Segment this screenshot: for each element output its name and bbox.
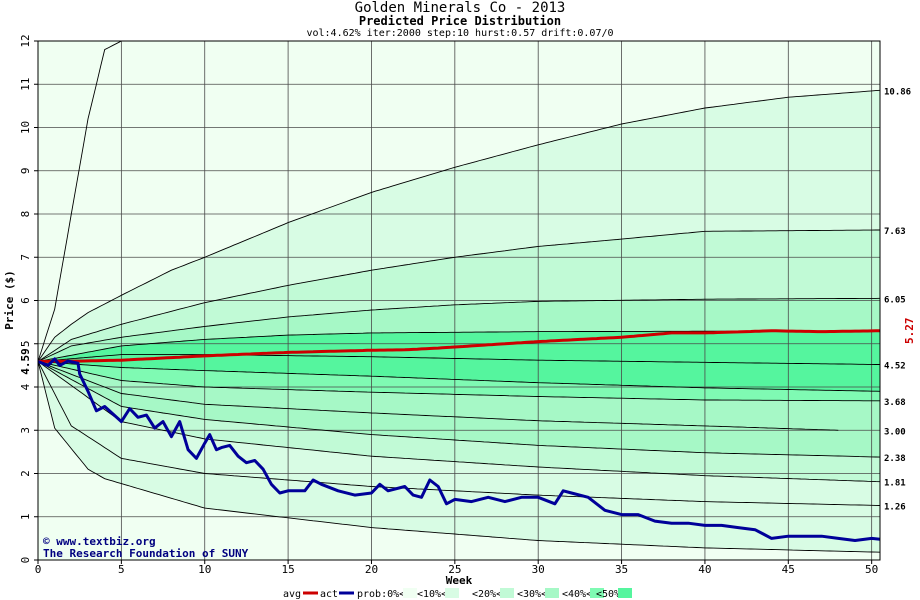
percentile-end-label: 10.86 [884,87,911,97]
x-tick-label: 45 [782,563,795,576]
x-tick-label: 0 [35,563,42,576]
legend-prob-label: <10%< [417,589,447,600]
legend-prob-swatch [618,588,632,598]
percentile-end-label: 3.68 [884,398,906,408]
percentile-end-label: 1.81 [884,479,906,489]
y-tick-label: 6 [19,297,32,304]
y-tick-label: 12 [19,34,32,47]
probability-band [38,330,880,392]
y-tick-label: 3 [19,427,32,434]
percentile-curve-lower-40 [37,361,881,392]
y-tick-label: 0 [19,557,32,564]
percentile-curve-upper-0 [37,40,122,362]
percentile-curve-lower-30 [37,361,880,402]
chart-subtitle: Predicted Price Distribution [358,14,562,28]
percentile-curve-median [37,354,880,365]
y-tick-label: 10 [19,121,32,134]
percentile-curve-upper-10 [37,89,881,362]
legend-prob-swatch [445,588,459,598]
percentile-end-label: 6.05 [884,295,906,305]
legend-prob-label: prob:0%< [357,589,405,600]
percentile-end-label: 2.38 [884,454,906,464]
y-tick-label: 2 [19,470,32,477]
legend-prob-swatch [403,588,417,598]
credit-foundation: The Research Foundation of SUNY [43,547,249,560]
percentile-end-label: 1.26 [884,503,906,513]
legend-prob-label: <30%< [517,589,547,600]
x-tick-label: 15 [281,563,294,576]
percentile-end-label: 4.52 [884,362,906,372]
avg-end-label: 5.27 [903,318,916,345]
actual-price-line [37,357,881,542]
x-tick-label: 25 [448,563,461,576]
x-tick-label: 35 [615,563,628,576]
percentile-curve-lower-20 [37,361,839,431]
x-tick-label: 30 [532,563,545,576]
percentile-curve-lower-min [37,361,881,553]
legend-act-label: act [320,589,338,600]
x-tick-label: 10 [198,563,211,576]
avg-price-line [37,329,880,363]
legend-prob-swatch [545,588,559,598]
percentile-curve-lower-5 [37,361,881,483]
percentile-curve-upper-20 [37,229,880,362]
y-tick-label: 9 [19,167,32,174]
legend-prob-label: <20%< [472,589,502,600]
percentile-end-label: 7.63 [884,227,906,237]
percentile-curve-upper-30 [37,297,881,362]
y-tick-label: 4 [19,383,32,390]
y-tick-label: 7 [19,254,32,261]
x-axis-label: Week [446,574,473,587]
x-tick-label: 5 [118,563,125,576]
y-tick-label: 11 [19,78,32,91]
y-tick-label: 1 [19,513,32,520]
x-tick-label: 40 [698,563,711,576]
simulation-params: vol:4.62% iter:2000 step:10 hurst:0.57 d… [306,28,614,39]
start-price-label: 4.59 [19,348,32,375]
legend-prob-label: <50% [596,589,620,600]
percentile-curve-lower-0 [37,361,881,506]
y-axis-label: Price ($) [3,270,16,330]
x-tick-label: 50 [865,563,878,576]
credit-url: © www.textbiz.org [43,535,156,548]
legend-avg-label: avg [283,589,301,600]
chart-title: Golden Minerals Co - 2013 [354,0,566,16]
percentile-curve-lower-10 [37,361,881,458]
legend-prob-label: <40%< [562,589,592,600]
legend-prob-swatch [500,588,514,598]
percentile-end-label: 3.00 [884,427,906,437]
y-tick-label: 5 [19,340,32,347]
legend-prob-swatch [590,588,604,598]
y-tick-label: 8 [19,211,32,218]
x-tick-label: 20 [365,563,378,576]
